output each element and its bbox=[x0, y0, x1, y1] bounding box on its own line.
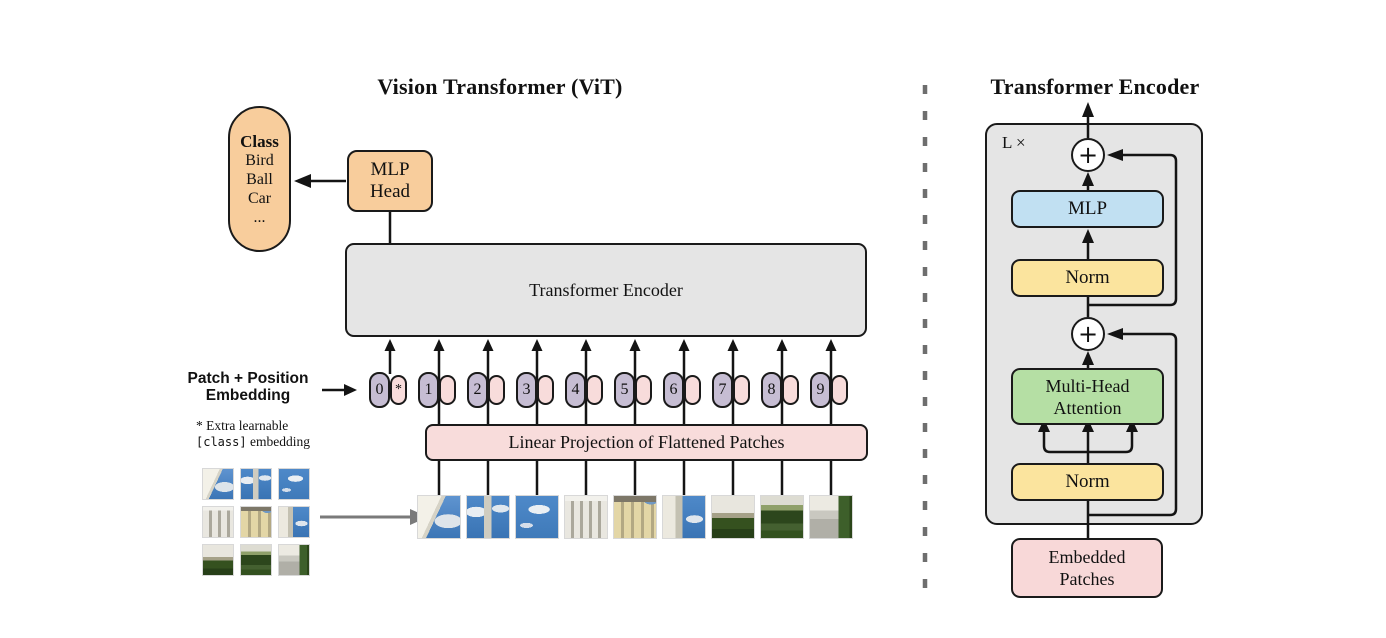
grid-patch-path-and-tree bbox=[278, 544, 310, 576]
row-patch-tower-spire-clouds bbox=[466, 495, 510, 539]
class-pill-item: ... bbox=[253, 208, 266, 226]
token-7-patch-pill bbox=[733, 375, 750, 405]
linear-projection-box: Linear Projection of Flattened Patches bbox=[425, 424, 868, 461]
layer-repeat-label: L × bbox=[1002, 133, 1026, 152]
class-pill-item: Ball bbox=[246, 170, 273, 188]
row-patch-white-facade-windows bbox=[564, 495, 608, 539]
row-patch-path-and-tree bbox=[809, 495, 853, 539]
grid-patch-tower-and-sky bbox=[278, 506, 310, 538]
token-9-patch-pill bbox=[831, 375, 848, 405]
token-2-patch-pill bbox=[488, 375, 505, 405]
class-code-token: [class] bbox=[196, 435, 247, 449]
linear-projection-label: Linear Projection of Flattened Patches bbox=[508, 432, 785, 452]
multi-head-attention-box: Multi-Head Attention bbox=[1011, 368, 1164, 425]
token-6-patch-pill bbox=[684, 375, 701, 405]
row-patch-yellow-facade-tower bbox=[613, 495, 657, 539]
token-7-position-pill: 7 bbox=[712, 372, 733, 408]
transformer-encoder-label: Transformer Encoder bbox=[529, 279, 683, 300]
encoder-panel-title: Transformer Encoder bbox=[990, 74, 1200, 99]
class-token-footnote: * Extra learnable [class] embedding bbox=[196, 418, 310, 450]
token-4-position-pill: 4 bbox=[565, 372, 586, 408]
residual-add-circle-mid: + bbox=[1071, 317, 1105, 351]
class-pill-item: Car bbox=[247, 189, 272, 207]
class-pill-item: Bird bbox=[245, 151, 274, 169]
token-9-position-pill: 9 bbox=[810, 372, 831, 408]
token-4-patch-pill bbox=[586, 375, 603, 405]
row-patch-blue-sky-cloud bbox=[515, 495, 559, 539]
grid-patch-blue-sky-cloud bbox=[278, 468, 310, 500]
grid-patch-garden-hedges bbox=[240, 544, 272, 576]
grid-patch-building-over-hedge bbox=[202, 544, 234, 576]
footnote-line2: [class] embedding bbox=[196, 434, 310, 449]
norm-box-bottom: Norm bbox=[1011, 463, 1164, 501]
grid-patch-yellow-facade-tower bbox=[240, 506, 272, 538]
mlp-head-box: MLP Head bbox=[347, 150, 433, 212]
vit-title: Vision Transformer (ViT) bbox=[377, 74, 623, 99]
token-3-patch-pill bbox=[537, 375, 554, 405]
token-0-position-pill: 0 bbox=[369, 372, 390, 408]
token-3-position-pill: 3 bbox=[516, 372, 537, 408]
grid-patch-building-cornice-sky bbox=[202, 468, 234, 500]
embedded-patches-box: Embedded Patches bbox=[1011, 538, 1163, 598]
mlp-box: MLP bbox=[1011, 190, 1164, 228]
norm-label: Norm bbox=[1065, 267, 1110, 288]
class-pill-header: Class bbox=[240, 131, 279, 151]
row-patch-building-over-hedge bbox=[711, 495, 755, 539]
token-0-patch-pill: * bbox=[390, 375, 407, 405]
token-1-patch-pill bbox=[439, 375, 456, 405]
multi-head-attention-label: Multi-Head Attention bbox=[1045, 375, 1130, 418]
token-5-patch-pill bbox=[635, 375, 652, 405]
patch-position-embedding-label: Patch + Position Embedding bbox=[187, 370, 309, 404]
class-output-pill: Class Bird Ball Car ... bbox=[228, 106, 291, 252]
token-5-position-pill: 5 bbox=[614, 372, 635, 408]
residual-add-circle-top: + bbox=[1071, 138, 1105, 172]
plus-icon: + bbox=[1077, 320, 1099, 348]
row-patch-tower-and-sky bbox=[662, 495, 706, 539]
token-8-patch-pill bbox=[782, 375, 799, 405]
mlp-label: MLP bbox=[1067, 198, 1108, 219]
embedded-patches-label: Embedded Patches bbox=[1048, 547, 1126, 589]
token-6-position-pill: 6 bbox=[663, 372, 684, 408]
norm-label: Norm bbox=[1065, 471, 1110, 492]
row-patch-garden-hedges bbox=[760, 495, 804, 539]
grid-patch-tower-spire-clouds bbox=[240, 468, 272, 500]
grid-patch-white-facade-windows bbox=[202, 506, 234, 538]
row-patch-building-cornice-sky bbox=[417, 495, 461, 539]
footnote-line1: * Extra learnable bbox=[196, 418, 289, 433]
mlp-head-label: MLP Head bbox=[369, 159, 411, 202]
token-2-position-pill: 2 bbox=[467, 372, 488, 408]
norm-box-top: Norm bbox=[1011, 259, 1164, 297]
token-1-position-pill: 1 bbox=[418, 372, 439, 408]
token-8-position-pill: 8 bbox=[761, 372, 782, 408]
plus-icon: + bbox=[1077, 141, 1099, 169]
transformer-encoder-box: Transformer Encoder bbox=[345, 243, 867, 337]
